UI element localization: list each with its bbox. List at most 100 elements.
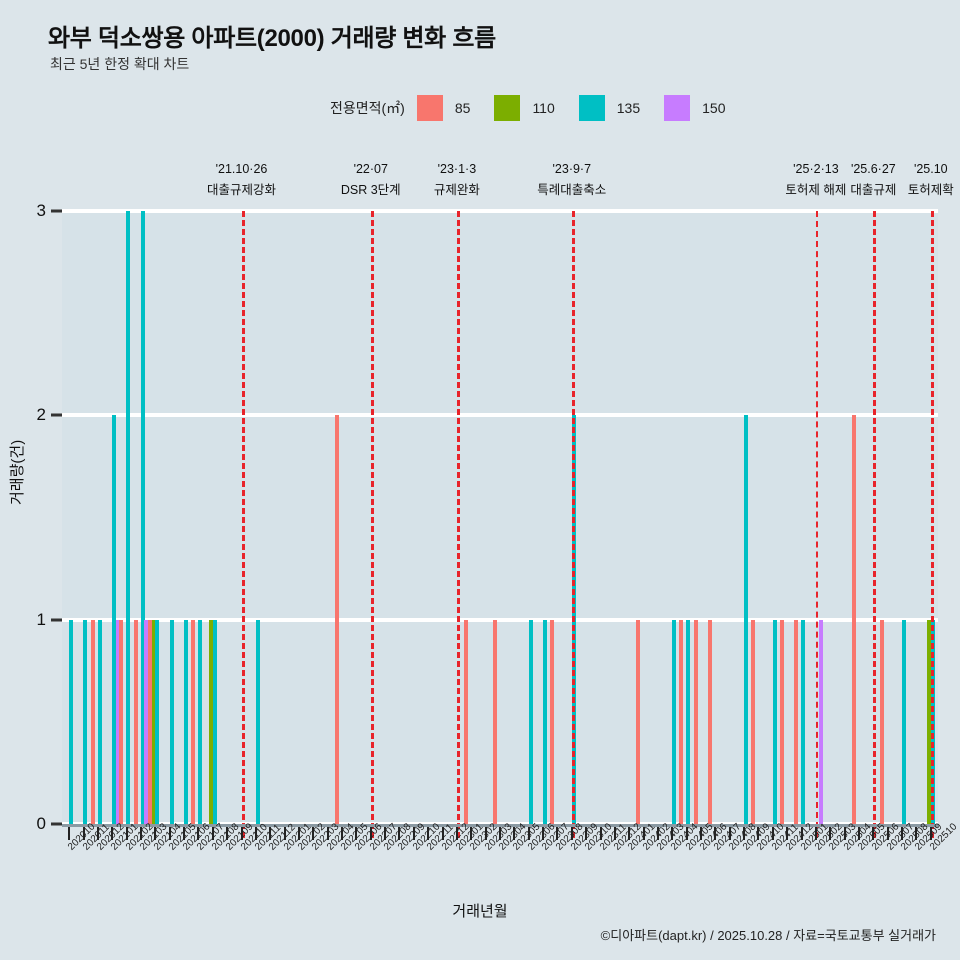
event-label-202207: DSR 3단계 — [340, 183, 401, 197]
legend: 전용면적(㎡) 85 110 135 150 — [330, 95, 749, 121]
bar-202405-135[interactable] — [686, 619, 691, 824]
x-axis-label: 거래년월 — [452, 903, 508, 920]
x-tick-202107 — [197, 827, 200, 840]
bar-202111-135[interactable] — [255, 619, 260, 824]
bar-202308-85[interactable] — [550, 619, 555, 824]
bar-202409-135[interactable] — [743, 415, 748, 824]
gridline-1 — [62, 617, 938, 622]
legend-swatch-85 — [416, 95, 443, 121]
event-line-202301 — [456, 211, 460, 838]
event-label-202309: 특례대출축소 — [537, 183, 607, 197]
legend-label-135: 135 — [616, 100, 641, 116]
bar-202410-85[interactable] — [751, 619, 756, 824]
bar-202507-85[interactable] — [880, 619, 885, 824]
x-tick-202504 — [843, 827, 846, 840]
x-tick-202205 — [341, 827, 344, 840]
bar-202205-85[interactable] — [334, 415, 339, 824]
x-tick-202108 — [211, 827, 214, 840]
bar-202101-135[interactable] — [112, 415, 117, 824]
bar-202104-85[interactable] — [147, 619, 152, 824]
legend-swatch-135 — [578, 95, 605, 121]
footer-credit: ©디아파트(dapt.kr) / 2025.10.28 / 자료=국토교통부 실… — [600, 928, 936, 943]
x-tick-202510 — [929, 827, 932, 840]
bar-202103-135[interactable] — [140, 211, 145, 824]
x-tick-202503 — [829, 827, 832, 840]
plot-area — [62, 209, 938, 838]
x-tick-202305 — [513, 827, 516, 840]
x-tick-202407 — [714, 827, 717, 840]
bar-202407-85[interactable] — [708, 619, 713, 824]
x-tick-202111 — [254, 827, 257, 840]
y-tick-label-1: 1 — [36, 609, 46, 629]
x-tick-202302 — [470, 827, 473, 840]
x-tick-202101 — [111, 827, 114, 840]
bar-202304-85[interactable] — [492, 619, 497, 824]
legend-items: 85 110 135 150 — [416, 95, 750, 121]
bar-202108-135[interactable] — [212, 619, 217, 824]
x-tick-202307 — [542, 827, 545, 840]
x-tick-202204 — [326, 827, 329, 840]
bar-202306-135[interactable] — [528, 619, 533, 824]
bar-202404-135[interactable] — [672, 619, 677, 824]
x-tick-202012 — [96, 827, 99, 840]
x-tick-202409 — [743, 827, 746, 840]
bar-202103-150[interactable] — [144, 619, 149, 824]
bar-202406-85[interactable] — [693, 619, 698, 824]
gridline-2 — [62, 413, 938, 418]
bar-202501-85[interactable] — [794, 619, 799, 824]
bar-202510-110[interactable] — [927, 619, 932, 824]
bar-202103-85[interactable] — [133, 619, 138, 824]
x-tick-202405 — [685, 827, 688, 840]
bar-202104-110[interactable] — [151, 619, 156, 824]
legend-item-85[interactable]: 85 — [416, 95, 489, 121]
x-tick-202308 — [556, 827, 559, 840]
bar-202105-135[interactable] — [169, 619, 174, 824]
bar-202102-85[interactable] — [119, 619, 124, 824]
bar-202307-135[interactable] — [542, 619, 547, 824]
x-tick-202502 — [814, 827, 817, 840]
bar-202012-135[interactable] — [97, 619, 102, 824]
bar-202107-135[interactable] — [198, 619, 203, 824]
bar-202102-135[interactable] — [126, 211, 131, 824]
event-line-202510 — [930, 211, 934, 838]
x-tick-202105 — [168, 827, 171, 840]
legend-title: 전용면적(㎡) — [330, 100, 405, 116]
event-label-202301: 규제완화 — [433, 183, 480, 197]
bar-202108-110[interactable] — [208, 619, 213, 824]
bar-202101-150[interactable] — [115, 619, 120, 824]
event-date-202502: '25·2·13 — [793, 162, 839, 176]
bar-202412-85[interactable] — [779, 619, 784, 824]
bar-202012-85[interactable] — [90, 619, 95, 824]
legend-item-110[interactable]: 110 — [494, 95, 572, 121]
bar-202010-135[interactable] — [68, 619, 73, 824]
x-tick-202312 — [613, 827, 616, 840]
x-tick-202109 — [226, 827, 229, 840]
x-tick-202505 — [858, 827, 861, 840]
legend-item-135[interactable]: 135 — [578, 95, 658, 121]
bar-202411-135[interactable] — [772, 619, 777, 824]
x-tick-202011 — [82, 827, 85, 840]
x-tick-202201 — [283, 827, 286, 840]
x-tick-202408 — [728, 827, 731, 840]
x-tick-202210 — [412, 827, 415, 840]
legend-item-150[interactable]: 150 — [664, 95, 743, 121]
bar-202011-135[interactable] — [83, 619, 88, 824]
bar-202302-85[interactable] — [463, 619, 468, 824]
y-tick-mark-2 — [51, 413, 62, 417]
x-tick-202306 — [527, 827, 530, 840]
bar-202502-150[interactable] — [819, 619, 824, 824]
bar-202106-135[interactable] — [183, 619, 188, 824]
bar-202405-85[interactable] — [679, 619, 684, 824]
bar-202501-135[interactable] — [801, 619, 806, 824]
bar-202508-135[interactable] — [901, 619, 906, 824]
gridline-3 — [62, 209, 938, 213]
bar-202107-85[interactable] — [191, 619, 196, 824]
bar-202402-85[interactable] — [636, 619, 641, 824]
y-axis-label: 거래량(건) — [9, 439, 26, 505]
event-line-202502 — [815, 211, 818, 838]
bar-202104-135[interactable] — [155, 619, 160, 824]
x-tick-202403 — [656, 827, 659, 840]
bar-202505-85[interactable] — [851, 415, 856, 824]
x-axis — [62, 824, 938, 827]
